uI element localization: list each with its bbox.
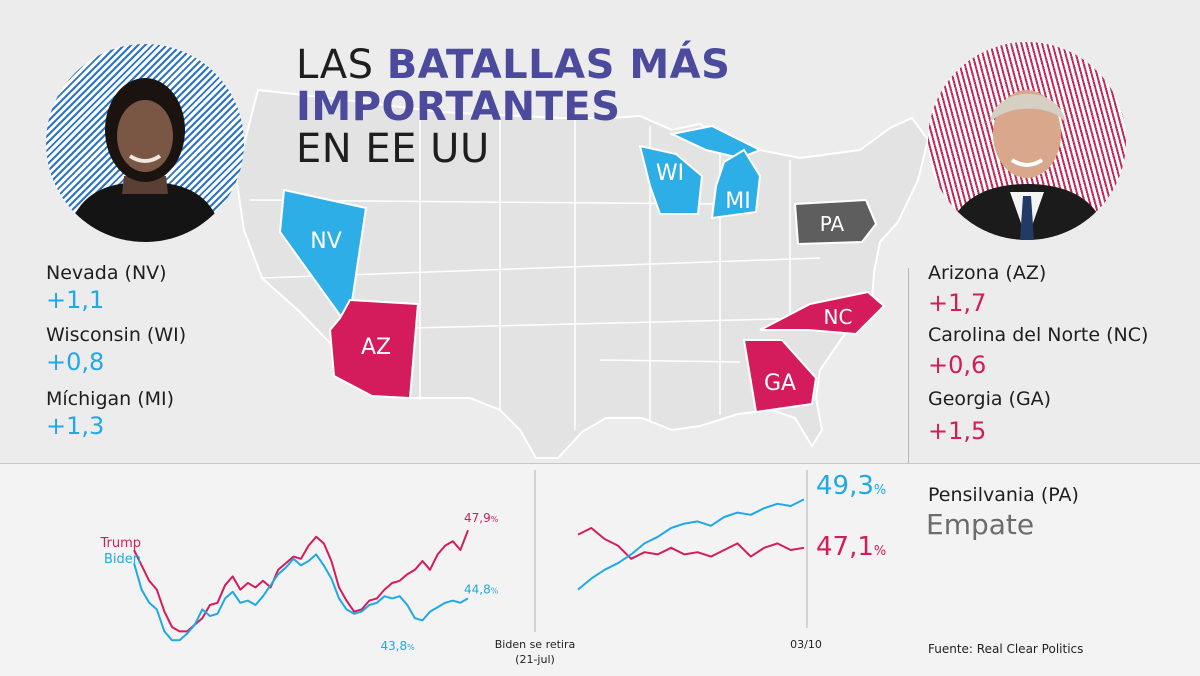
event-label-date: 03/10 (790, 638, 822, 651)
harris-portrait (46, 44, 244, 242)
stat-carolina-value: +0,6 (928, 351, 987, 379)
stat-michigan-name: Míchigan (MI) (46, 388, 175, 410)
end-label-biden-after: 49,3% (816, 471, 886, 501)
stat-georgia-value: +1,5 (928, 417, 987, 445)
title-line1-plain: LAS (296, 42, 374, 88)
series-label-trump: Trump (99, 536, 141, 551)
event-label-retire: Biden se retira (495, 638, 576, 651)
title-line3: EN EE UU (296, 126, 490, 172)
stat-nevada-value: +1,1 (46, 286, 105, 314)
state-mi: MI (668, 124, 763, 220)
stat-arizona-value: +1,7 (928, 289, 987, 317)
state-label-az: AZ (361, 335, 391, 360)
source-note: Fuente: Real Clear Politics (928, 642, 1084, 656)
state-ga: GA (742, 339, 818, 414)
end-label-biden-before: 44,8% (464, 582, 499, 596)
stat-pennsylvania-value: Empate (926, 508, 1035, 541)
series-label-biden: Biden (104, 552, 141, 567)
stat-wisconsin-value: +0,8 (46, 348, 105, 376)
state-pa: PA (793, 198, 878, 246)
state-label-nv: NV (310, 229, 342, 254)
line-biden-after (577, 498, 805, 591)
title-line1-accent: BATALLAS MÁS (386, 42, 731, 88)
page-title: LAS BATALLAS MÁS IMPORTANTES EN EE UU (296, 42, 730, 172)
state-label-nc: NC (824, 305, 853, 329)
stat-michigan-value: +1,3 (46, 412, 105, 440)
stat-pennsylvania-name: Pensilvania (PA) (928, 484, 1079, 506)
event-label-retire-date: (21-jul) (515, 653, 555, 666)
state-label-ga: GA (764, 371, 796, 396)
state-label-mi: MI (725, 189, 750, 214)
end-label-trump-after: 47,1% (816, 532, 886, 562)
line-trump-after (577, 527, 805, 560)
state-nc: NC (759, 290, 886, 336)
end-label-trump-before: 47,9% (464, 511, 499, 525)
state-wi: WI (638, 144, 704, 215)
stat-georgia-name: Georgia (GA) (928, 388, 1052, 410)
bottom-panel (0, 463, 1200, 676)
stat-arizona-name: Arizona (AZ) (928, 262, 1047, 284)
stat-carolina-name: Carolina del Norte (NC) (928, 324, 1149, 346)
state-label-pa: PA (820, 212, 845, 236)
title-line2: IMPORTANTES (296, 84, 621, 130)
stat-wisconsin-name: Wisconsin (WI) (46, 324, 187, 346)
state-label-wi: WI (656, 161, 684, 186)
trump-portrait-icon (946, 90, 1108, 240)
right-divider (908, 268, 909, 640)
state-az: AZ (328, 298, 420, 400)
trump-portrait (928, 42, 1126, 240)
stat-nevada-name: Nevada (NV) (46, 262, 167, 284)
line-biden-before (133, 553, 469, 642)
line-trump-before (133, 529, 469, 633)
harris-portrait-icon (66, 78, 224, 242)
min-label-biden: 43,8% (380, 639, 415, 653)
